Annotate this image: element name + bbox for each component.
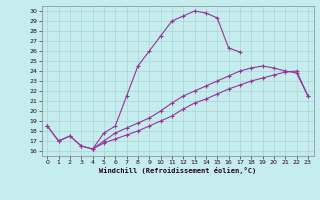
X-axis label: Windchill (Refroidissement éolien,°C): Windchill (Refroidissement éolien,°C) [99, 167, 256, 174]
